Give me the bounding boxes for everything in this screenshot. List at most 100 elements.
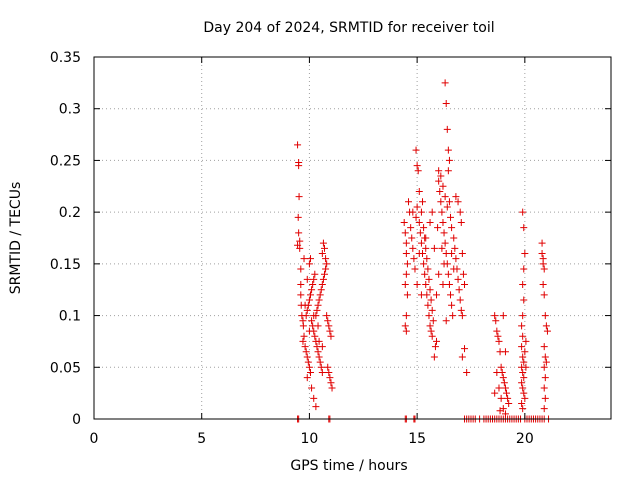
data-point <box>520 224 528 232</box>
data-point <box>402 312 410 320</box>
data-point <box>495 384 503 392</box>
data-point <box>492 317 500 325</box>
data-point <box>454 275 462 283</box>
data-point <box>499 374 507 382</box>
data-point <box>303 306 311 314</box>
y-tick-label: 0.3 <box>59 102 81 118</box>
data-point <box>439 281 447 289</box>
chart-title: Day 204 of 2024, SRMTID for receiver toi… <box>203 20 494 36</box>
data-point <box>427 296 435 304</box>
data-point <box>409 244 417 252</box>
data-point <box>426 286 434 294</box>
data-point <box>313 306 321 314</box>
data-point <box>445 281 453 289</box>
data-point <box>441 79 449 87</box>
data-point <box>518 322 526 330</box>
data-point <box>417 239 425 247</box>
data-point <box>441 239 449 247</box>
data-point <box>538 250 546 258</box>
data-point <box>444 146 452 154</box>
data-point <box>304 358 312 366</box>
data-point <box>519 384 527 392</box>
data-point <box>454 198 462 206</box>
data-point <box>438 208 446 216</box>
data-point <box>441 193 449 201</box>
data-point <box>407 224 415 232</box>
data-point <box>444 270 452 278</box>
data-point <box>500 379 508 387</box>
data-point <box>422 281 430 289</box>
data-point <box>401 229 409 237</box>
data-point <box>314 301 322 309</box>
data-point <box>448 301 456 309</box>
data-point <box>541 353 549 361</box>
data-point <box>324 363 332 371</box>
data-point <box>297 281 305 289</box>
data-point <box>429 317 437 325</box>
data-point <box>294 141 302 149</box>
y-tick-label: 0.1 <box>59 309 81 325</box>
data-point <box>518 399 526 407</box>
data-point <box>518 379 526 387</box>
data-point <box>419 198 427 206</box>
data-point <box>327 332 335 340</box>
data-point <box>425 312 433 320</box>
data-point <box>442 100 450 108</box>
data-point <box>436 187 444 195</box>
data-point <box>306 255 314 263</box>
data-point <box>299 322 307 330</box>
data-point <box>401 322 409 330</box>
data-point <box>540 384 548 392</box>
data-point <box>539 260 547 268</box>
y-tick-label: 0.2 <box>59 205 81 221</box>
data-point <box>294 213 302 221</box>
y-tick-label: 0.05 <box>50 360 81 376</box>
data-point <box>455 286 463 294</box>
data-point <box>415 218 423 226</box>
data-point <box>402 270 410 278</box>
data-point <box>538 239 546 247</box>
data-point <box>427 327 435 335</box>
data-point <box>495 337 503 345</box>
data-point <box>322 265 330 273</box>
data-point <box>501 348 509 356</box>
data-point <box>303 353 311 361</box>
data-point <box>417 208 425 216</box>
x-tick-label: 5 <box>197 431 206 447</box>
data-point <box>310 312 318 320</box>
data-point <box>540 363 548 371</box>
data-point <box>325 368 333 376</box>
data-point <box>521 250 529 258</box>
data-point <box>445 156 453 164</box>
data-point <box>409 208 417 216</box>
data-point <box>520 296 528 304</box>
data-point <box>541 374 549 382</box>
data-point <box>319 275 327 283</box>
data-point <box>408 234 416 242</box>
data-point <box>444 167 452 175</box>
data-point <box>521 394 529 402</box>
data-point <box>400 218 408 226</box>
data-point <box>430 244 438 252</box>
data-point <box>317 363 325 371</box>
data-point <box>452 193 460 201</box>
data-point <box>318 250 326 258</box>
data-point <box>540 405 548 413</box>
data-point <box>496 407 504 415</box>
data-point <box>324 317 332 325</box>
data-point <box>433 337 441 345</box>
data-point <box>440 229 448 237</box>
data-point <box>413 203 421 211</box>
data-point <box>521 348 529 356</box>
data-point <box>450 265 458 273</box>
data-point <box>493 327 501 335</box>
data-point <box>520 265 528 273</box>
data-point <box>316 358 324 366</box>
data-point <box>519 281 527 289</box>
data-point <box>449 312 457 320</box>
data-point <box>301 343 309 351</box>
x-tick-label: 10 <box>301 431 319 447</box>
data-point <box>461 345 469 353</box>
data-point <box>491 312 499 320</box>
